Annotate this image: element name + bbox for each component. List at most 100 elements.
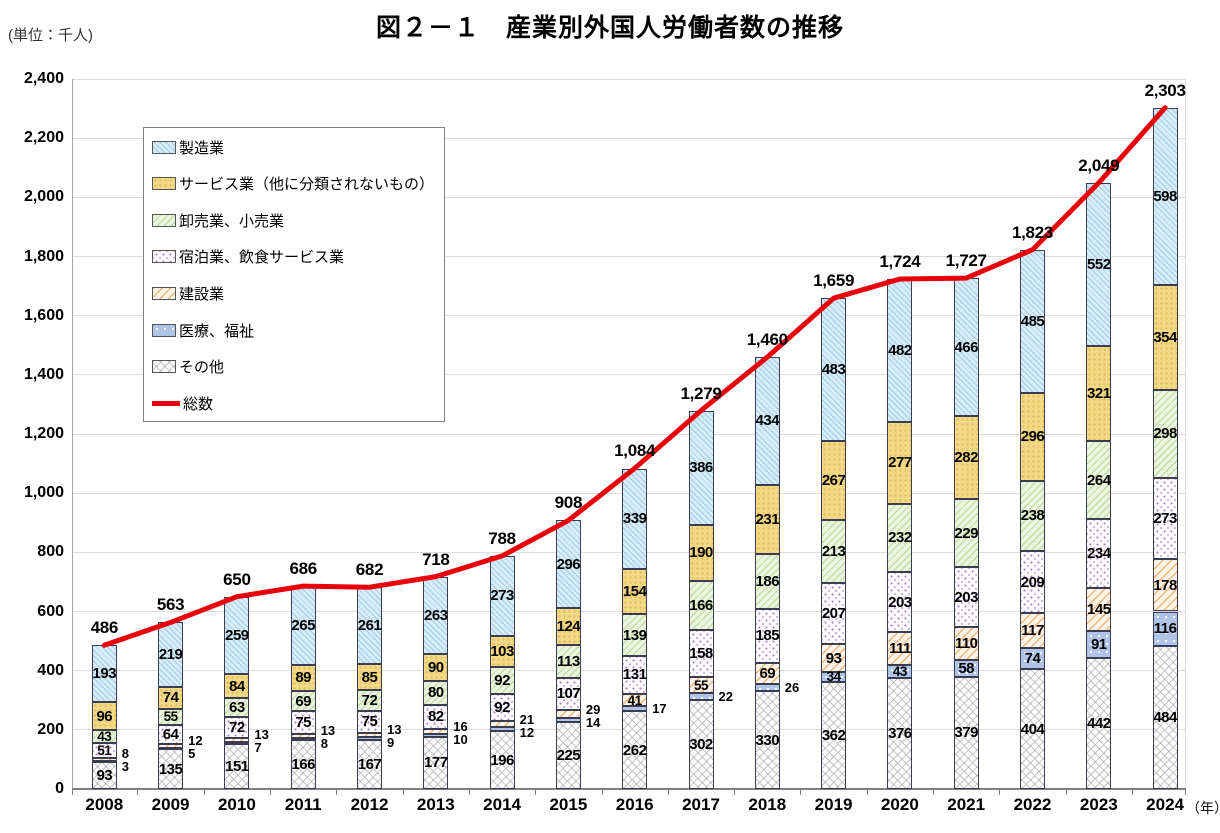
y-axis-tick-label: 1,200 — [23, 425, 64, 442]
segment-value-label: 113 — [557, 652, 580, 670]
segment-value-label-outside: 17 — [652, 701, 667, 717]
total-value-label: 486 — [90, 618, 119, 638]
y-axis-tick-label: 2,200 — [23, 129, 64, 147]
y-axis-tick-label: 200 — [37, 720, 64, 738]
bar-segment-others-2008: 93 — [91, 761, 117, 789]
x-axis-tick — [535, 790, 537, 795]
segment-value-label: 185 — [755, 627, 780, 645]
x-axis-tick — [734, 790, 736, 795]
x-axis-category-label: 2010 — [217, 795, 256, 814]
x-axis-category-label: 2021 — [947, 795, 986, 814]
bar-segment-manufacturing-2021: 466 — [953, 278, 979, 416]
segment-value-label: 232 — [888, 529, 912, 547]
bar-segment-others-2009: 135 — [158, 749, 184, 789]
segment-value-label: 485 — [1020, 312, 1045, 330]
x-axis-category-label: 2019 — [814, 795, 853, 814]
bar-segment-services-2022: 296 — [1020, 393, 1045, 481]
segment-value-label: 151 — [225, 758, 249, 776]
bar-segment-medical_welfare-2017 — [688, 693, 714, 700]
segment-value-label: 177 — [424, 754, 448, 772]
bar-segment-construction-2023: 145 — [1086, 588, 1112, 632]
bar-segment-others-2016: 262 — [622, 711, 648, 789]
segment-value-label: 339 — [622, 510, 647, 528]
segment-value-label-outside: 21 12 — [519, 712, 535, 741]
x-axis-unit-label: （年） — [1186, 800, 1220, 816]
bar-segment-manufacturing-2011: 265 — [290, 586, 316, 665]
bar-segment-accommodation_food-2015: 107 — [555, 678, 581, 710]
segment-value-label: 107 — [556, 685, 581, 703]
bar-segment-others-2011: 166 — [290, 739, 316, 789]
x-axis-category-label: 2013 — [416, 795, 455, 814]
segment-value-label: 203 — [954, 588, 978, 606]
bar-segment-manufacturing-2019: 483 — [821, 298, 847, 442]
y-axis-line — [72, 79, 73, 789]
bar-segment-others-2023: 442 — [1086, 658, 1112, 789]
bar-segment-accommodation_food-2013: 82 — [423, 704, 449, 729]
segment-value-label: 598 — [1153, 188, 1177, 206]
bar-segment-construction-2011 — [290, 733, 316, 738]
legend-label-total: 総数 — [183, 395, 214, 413]
bar-segment-construction-2024: 178 — [1152, 558, 1178, 612]
segment-value-label: 93 — [825, 649, 842, 667]
total-value-label: 563 — [156, 595, 185, 615]
segment-value-label: 92 — [494, 699, 510, 717]
bar-segment-construction-2022: 117 — [1020, 612, 1045, 648]
bar-segment-accommodation_food-2009: 64 — [158, 725, 184, 745]
bar-segment-accommodation_food-2021: 203 — [953, 567, 979, 628]
legend-label-medical_welfare: 医療、福祉 — [179, 322, 255, 340]
bar-segment-services-2021: 282 — [953, 415, 979, 500]
x-axis-tick — [667, 790, 669, 795]
segment-value-label: 330 — [755, 731, 780, 749]
bar-segment-wholesale_retail-2018: 186 — [754, 553, 780, 609]
segment-value-label: 89 — [295, 669, 312, 687]
y-axis-tick-label: 1,000 — [23, 484, 64, 502]
segment-value-label: 82 — [427, 708, 444, 726]
legend-item-others: その他 — [152, 348, 224, 386]
x-axis-tick — [468, 790, 470, 795]
y-axis-tick-label: 800 — [37, 543, 64, 561]
segment-value-label: 190 — [689, 544, 713, 562]
bar-segment-wholesale_retail-2014: 92 — [489, 666, 515, 695]
bar-segment-manufacturing-2015: 296 — [555, 520, 581, 608]
segment-value-label: 296 — [556, 555, 581, 573]
bar-segment-medical_welfare-2019: 34 — [821, 669, 847, 684]
x-axis-category-label: 2017 — [682, 795, 720, 814]
segment-value-label: 552 — [1087, 255, 1111, 273]
bar-segment-others-2018: 330 — [754, 691, 780, 789]
segment-value-label: 213 — [821, 543, 846, 561]
segment-value-label: 379 — [954, 724, 978, 742]
bar-segment-manufacturing-2010: 259 — [224, 597, 250, 674]
plot-right-border — [1185, 79, 1186, 789]
bar-segment-services-2012: 85 — [357, 664, 382, 690]
segment-value-label: 63 — [229, 699, 245, 717]
legend-label-manufacturing: 製造業 — [179, 139, 225, 157]
x-axis-category-label: 2011 — [284, 795, 322, 814]
chart-title: 図２－１ 産業別外国人労働者数の推移 — [375, 14, 844, 42]
bar-segment-manufacturing-2016: 339 — [622, 468, 648, 569]
x-axis-category-label: 2009 — [151, 795, 190, 814]
y-axis-tick-label: 2,400 — [23, 70, 64, 87]
legend-label-construction: 建設業 — [179, 285, 225, 303]
bar-segment-construction-2020: 111 — [887, 632, 913, 666]
segment-value-label: 80 — [427, 684, 444, 702]
bar-segment-accommodation_food-2018: 185 — [754, 608, 780, 664]
segment-value-label: 282 — [954, 449, 978, 467]
segment-value-label: 111 — [888, 640, 911, 658]
bar-segment-manufacturing-2020: 482 — [887, 278, 913, 422]
x-axis-tick — [1131, 790, 1133, 795]
x-axis-tick — [203, 790, 205, 795]
segment-value-label-outside: 13 9 — [387, 722, 402, 751]
bar-segment-accommodation_food-2011: 75 — [290, 711, 316, 734]
segment-value-label: 51 — [97, 743, 112, 759]
segment-value-label-outside: 22 — [718, 688, 733, 704]
bar-segment-wholesale_retail-2012: 72 — [357, 689, 382, 711]
bar-segment-others-2020: 376 — [887, 677, 913, 789]
legend-label-services: サービス業（他に分類されないもの） — [179, 176, 435, 194]
bar-segment-manufacturing-2018: 434 — [754, 356, 780, 486]
bar-segment-wholesale_retail-2016: 139 — [622, 614, 648, 656]
segment-value-label: 376 — [888, 724, 912, 742]
bar-segment-manufacturing-2008: 193 — [91, 644, 117, 703]
segment-value-label: 231 — [755, 510, 780, 528]
bar-segment-construction-2008 — [91, 758, 117, 761]
